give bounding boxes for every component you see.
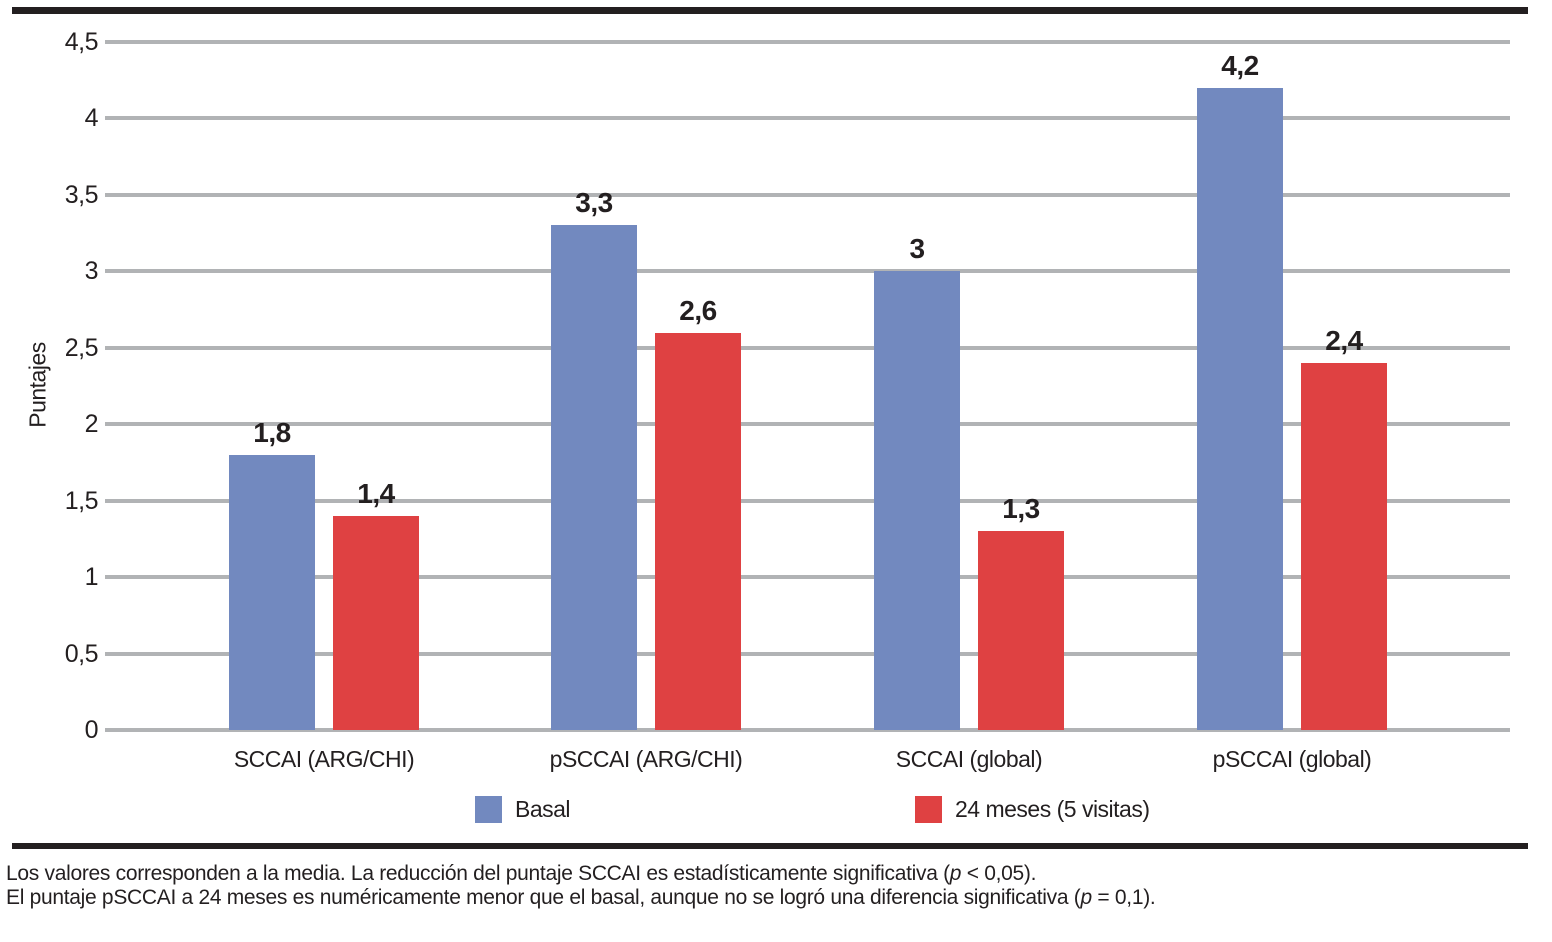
legend-label-24-meses-5-visitas: 24 meses (5 visitas) — [955, 796, 1150, 822]
y-tick-0: 0 — [84, 716, 99, 744]
y-tick-4: 4 — [84, 104, 99, 133]
bar-24-meses-5-visitas-sccai-global — [978, 531, 1064, 730]
footnote-text: < 0,05). — [961, 862, 1037, 885]
bar-basal-psccai-global — [1197, 87, 1283, 730]
category-label-psccai-arg-chi: pSCCAI (ARG/CHI) — [549, 746, 743, 772]
value-label-basal-sccai-arg-chi: 1,8 — [253, 416, 291, 448]
footnote-text: = 0,1). — [1091, 886, 1156, 909]
category-label-sccai-global: SCCAI (global) — [895, 746, 1043, 772]
gridline-2 — [105, 422, 1510, 427]
gridline-1-5 — [105, 498, 1510, 503]
value-label-24-meses-5-visitas-sccai-arg-chi: 1,4 — [357, 477, 395, 509]
gridline-4 — [105, 116, 1510, 121]
gridline-0 — [105, 728, 1510, 732]
value-label-basal-psccai-arg-chi: 3,3 — [575, 187, 613, 219]
footnote-p-symbol: p — [949, 862, 962, 885]
y-tick-2-5: 2,5 — [64, 333, 99, 362]
footnote-line-2: El puntaje pSCCAI a 24 meses es numérica… — [6, 886, 1546, 910]
x-axis-category-labels: SCCAI (ARG/CHI) pSCCAI (ARG/CHI) SCCAI (gl… — [105, 746, 1510, 776]
gridline-3 — [105, 269, 1510, 274]
bar-basal-sccai-arg-chi — [229, 454, 315, 730]
bar-24-meses-5-visitas-sccai-arg-chi — [333, 515, 419, 730]
gridline-0-5 — [105, 651, 1510, 656]
y-tick-2: 2 — [84, 410, 99, 439]
y-tick-0-5: 0,5 — [64, 639, 99, 668]
legend-item-24-meses-5-visitas: 24 meses (5 visitas) — [915, 796, 1150, 823]
y-axis-tick-labels: 0 0,5 1 1,5 2 2,5 3 3,5 4 4,5 — [0, 28, 99, 744]
y-tick-3-5: 3,5 — [64, 180, 99, 209]
footnote-line-1: Los valores corresponden a la media. La … — [6, 862, 1546, 886]
gridline-1 — [105, 575, 1510, 580]
value-label-basal-psccai-global: 4,2 — [1221, 49, 1259, 81]
gridline-2-5 — [105, 345, 1510, 350]
top-rule — [12, 7, 1528, 14]
legend-swatch-24-meses-5-visitas — [915, 796, 942, 823]
gridline-4-5 — [105, 40, 1510, 44]
plot-area: 1,8 3,3 3 4,2 1,4 2,6 1,3 2,4 — [105, 40, 1510, 732]
y-tick-1-5: 1,5 — [64, 486, 99, 515]
footnote-text: El puntaje pSCCAI a 24 meses es numérica… — [6, 886, 1081, 909]
bar-24-meses-5-visitas-psccai-arg-chi — [655, 332, 741, 730]
bar-24-meses-5-visitas-psccai-global — [1301, 363, 1387, 730]
value-label-24-meses-5-visitas-psccai-arg-chi: 2,6 — [679, 294, 717, 326]
legend-label-basal: Basal — [515, 796, 571, 822]
value-label-basal-sccai-global: 3 — [909, 233, 925, 265]
footnote-p-symbol: p — [1080, 886, 1092, 909]
footnote-separator-rule — [12, 843, 1528, 849]
bar-basal-psccai-arg-chi — [551, 225, 637, 730]
y-tick-4-5: 4,5 — [64, 28, 99, 56]
gridline-3-5 — [105, 192, 1510, 197]
category-label-sccai-arg-chi: SCCAI (ARG/CHI) — [233, 746, 415, 772]
legend-item-basal: Basal — [475, 796, 571, 823]
category-label-psccai-global: pSCCAI (global) — [1212, 746, 1372, 772]
footnote-text: Los valores corresponden a la media. La … — [6, 862, 950, 885]
value-label-24-meses-5-visitas-psccai-global: 2,4 — [1325, 325, 1363, 357]
y-tick-3: 3 — [84, 257, 99, 286]
footnotes: Los valores corresponden a la media. La … — [6, 862, 1546, 910]
y-tick-1: 1 — [84, 563, 99, 592]
value-label-24-meses-5-visitas-sccai-global: 1,3 — [1002, 493, 1040, 525]
bar-basal-sccai-global — [874, 271, 960, 730]
legend-swatch-basal — [475, 796, 502, 823]
